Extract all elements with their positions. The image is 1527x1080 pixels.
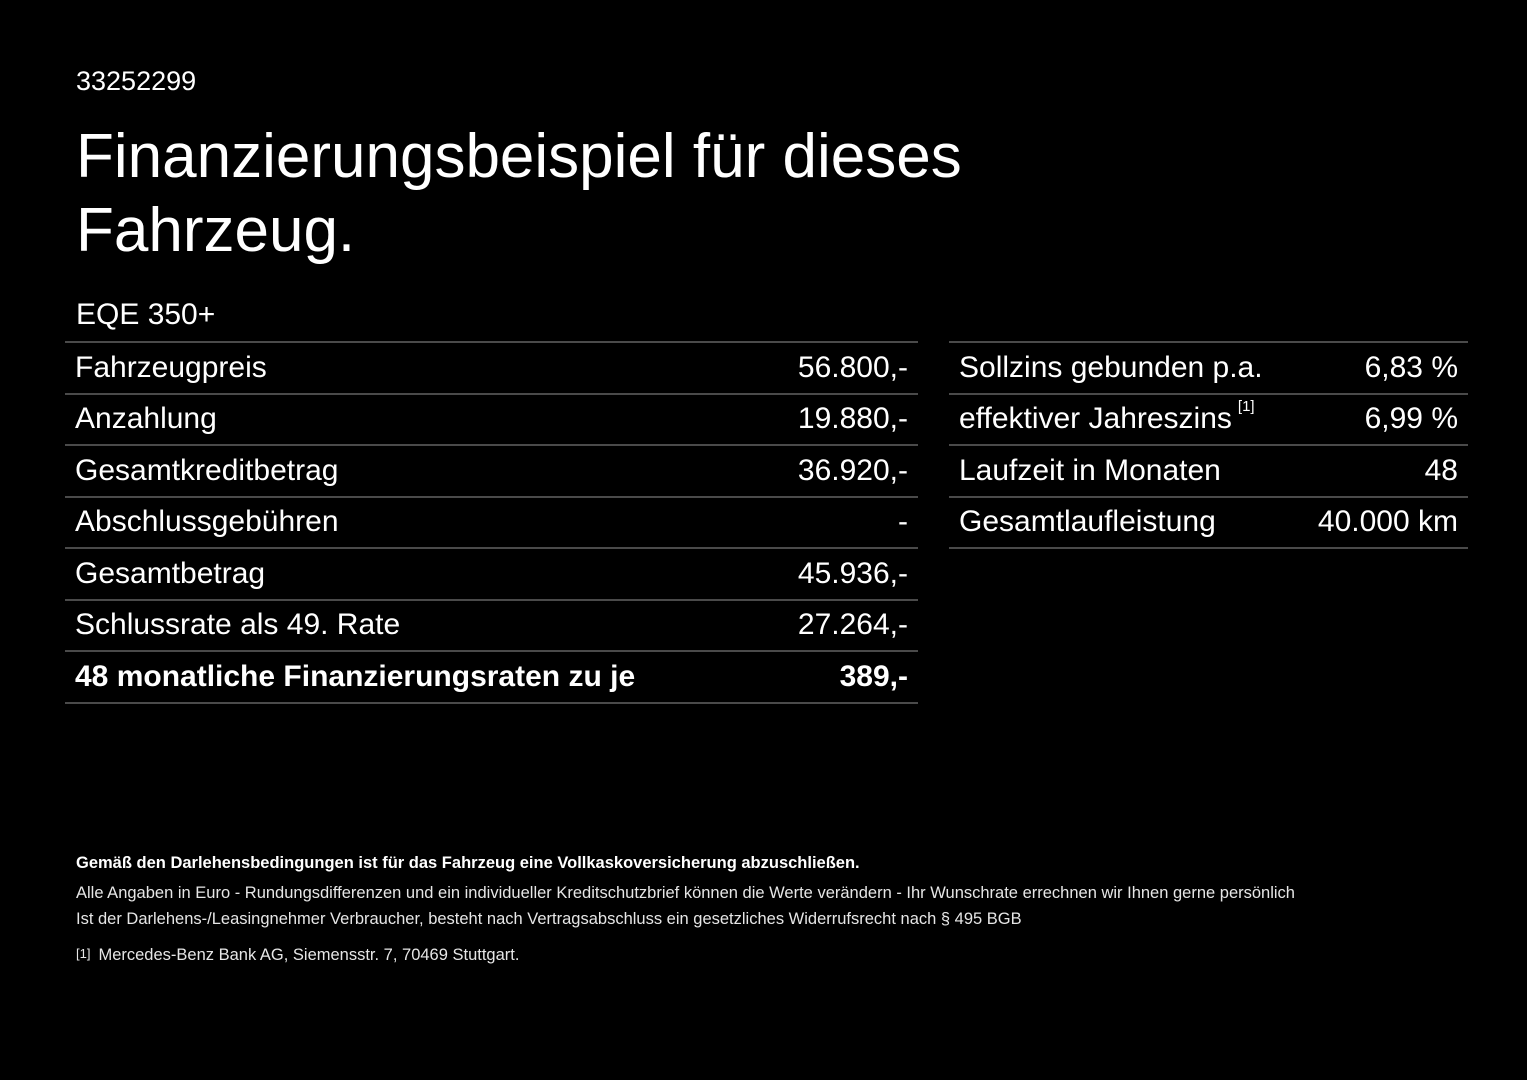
- row-label: Sollzins gebunden p.a.: [959, 350, 1263, 384]
- financing-table: Fahrzeugpreis 56.800,- Anzahlung 19.880,- …: [65, 341, 918, 704]
- page-title: Finanzierungsbeispiel für dieses Fahrzeu…: [76, 122, 962, 265]
- footnote-ref: [1]: [1237, 398, 1255, 416]
- row-value: -: [898, 505, 908, 539]
- row-value: 6,83 %: [1364, 350, 1458, 384]
- row-label: Gesamtkreditbetrag: [75, 453, 339, 487]
- footnote-text: Mercedes-Benz Bank AG, Siemensstr. 7, 70…: [98, 946, 520, 964]
- withdrawal-note: Ist der Darlehens-/Leasingnehmer Verbrau…: [76, 910, 1022, 928]
- table-row: Gesamtkreditbetrag 36.920,-: [65, 446, 918, 498]
- table-row: Laufzeit in Monaten 48: [949, 446, 1468, 498]
- row-label: Gesamtlaufleistung: [959, 505, 1216, 539]
- insurance-note: Gemäß den Darlehensbedingungen ist für d…: [76, 854, 860, 872]
- row-label: Schlussrate als 49. Rate: [75, 608, 401, 642]
- model-name: EQE 350+: [76, 298, 216, 331]
- footnote: [1] Mercedes-Benz Bank AG, Siemensstr. 7,…: [76, 946, 519, 965]
- row-value: 48: [1424, 453, 1458, 487]
- row-value: 6,99 %: [1364, 402, 1458, 436]
- table-row: Anzahlung 19.880,-: [65, 395, 918, 446]
- table-row: Fahrzeugpreis 56.800,-: [65, 343, 918, 395]
- table-row: effektiver Jahreszins [1] 6,99 %: [949, 395, 1468, 446]
- euro-note: Alle Angaben in Euro - Rundungsdifferenz…: [76, 884, 1295, 902]
- interest-table: Sollzins gebunden p.a. 6,83 % effektiver …: [949, 341, 1468, 549]
- row-value: 45.936,-: [797, 556, 908, 590]
- table-row: Abschlussgebühren -: [65, 498, 918, 549]
- monthly-rate-row: 48 monatliche Finanzierungsraten zu je 38…: [65, 652, 918, 704]
- row-label: Laufzeit in Monaten: [959, 453, 1221, 487]
- table-row: Sollzins gebunden p.a. 6,83 %: [949, 343, 1468, 395]
- row-label: Fahrzeugpreis: [75, 350, 267, 384]
- row-value: 56.800,-: [797, 350, 908, 384]
- row-value: 19.880,-: [797, 402, 908, 436]
- footnote-marker: [1]: [76, 946, 91, 961]
- table-row: Gesamtlaufleistung 40.000 km: [949, 498, 1468, 549]
- row-label: 48 monatliche Finanzierungsraten zu je: [75, 659, 636, 693]
- row-value: 389,-: [839, 659, 908, 693]
- row-label: effektiver Jahreszins: [959, 402, 1232, 436]
- row-value: 40.000 km: [1317, 505, 1458, 539]
- table-row: Gesamtbetrag 45.936,-: [65, 549, 918, 601]
- row-label: Abschlussgebühren: [75, 505, 339, 539]
- row-label: Anzahlung: [75, 402, 217, 436]
- table-row: Schlussrate als 49. Rate 27.264,-: [65, 601, 918, 652]
- vehicle-id: 33252299: [76, 66, 197, 96]
- row-value: 36.920,-: [797, 453, 908, 487]
- row-label: Gesamtbetrag: [75, 556, 266, 590]
- row-value: 27.264,-: [797, 608, 908, 642]
